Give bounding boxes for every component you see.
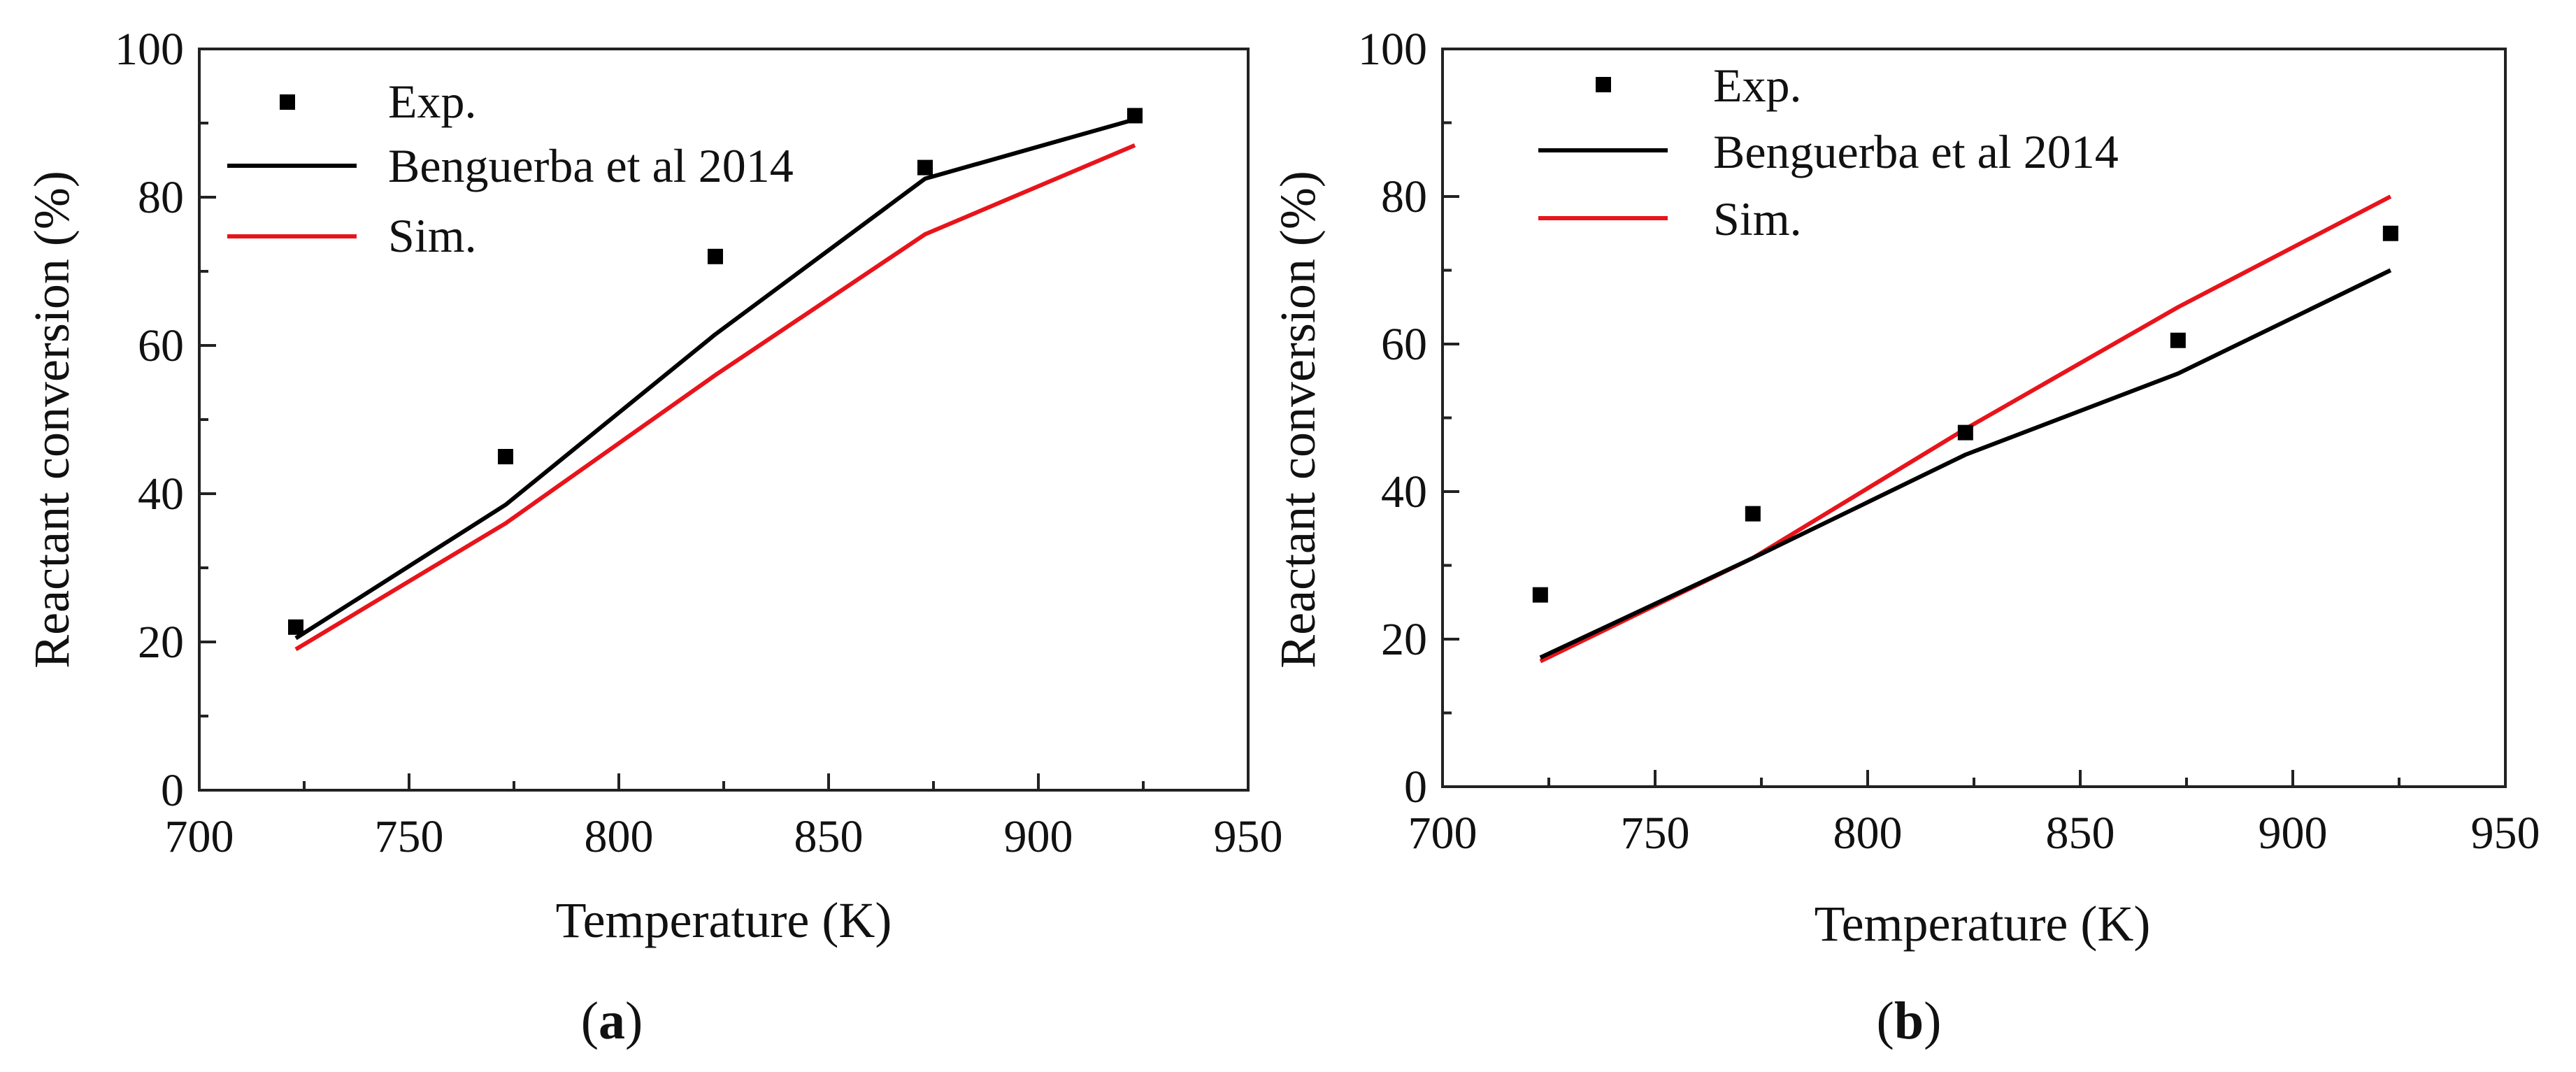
y-tick-label: 100	[115, 24, 184, 75]
data-point-exp	[498, 449, 513, 464]
legend-label-sim: Sim.	[388, 209, 477, 262]
panel-b-series	[1532, 194, 2398, 664]
panel-a-chart: 700 750 800 850 900 950 0 20 40 60 80 100 Exp. Ben…	[24, 24, 1283, 1050]
x-tick-label: 900	[1004, 811, 1073, 862]
series-line-benguerba	[1539, 268, 2392, 660]
x-tick-label: 950	[1214, 811, 1283, 862]
y-tick-label: 60	[1381, 319, 1427, 370]
data-point-exp	[1957, 424, 1973, 441]
y-tick-label: 40	[1381, 466, 1427, 517]
panel-b-x-axis-title: Temperature (K)	[1815, 896, 2151, 952]
x-tick-label: 750	[1621, 808, 1690, 859]
legend-label-benguerba: Benguerba et al 2014	[1713, 125, 2119, 178]
x-tick-label: 900	[2259, 808, 2328, 859]
panel-b-legend: Exp. Benguerba et al 2014 Sim.	[1538, 59, 2119, 245]
panel-a-y-axis-title: Reactant conversion (%)	[24, 171, 80, 669]
panel-b-y-ticks: 0 20 40 60 80 100	[1358, 24, 1459, 813]
panel-a-legend: Exp. Benguerba et al 2014 Sim.	[227, 75, 794, 262]
legend-label-exp: Exp.	[388, 75, 477, 128]
x-tick-label: 800	[1833, 808, 1903, 859]
y-tick-label: 0	[1404, 762, 1427, 813]
legend-marker-exp	[280, 94, 295, 110]
y-tick-label: 100	[1358, 24, 1427, 75]
panel-b-x-ticks: 700 750 800 850 900 950	[1408, 770, 2540, 859]
x-tick-label: 750	[375, 811, 444, 862]
y-tick-label: 0	[161, 765, 184, 816]
x-tick-label: 850	[794, 811, 864, 862]
panel-b-label-letter: b	[1894, 992, 1924, 1050]
y-tick-label: 40	[138, 469, 184, 520]
y-tick-label: 80	[138, 172, 184, 223]
y-tick-label: 60	[138, 320, 184, 371]
series-line-benguerba	[294, 117, 1136, 641]
panel-a-label-letter: a	[599, 992, 625, 1050]
data-point-exp	[1532, 587, 1548, 603]
x-tick-label: 800	[585, 811, 654, 862]
panel-a-x-axis-title: Temperature (K)	[556, 892, 892, 948]
y-tick-label: 80	[1381, 171, 1427, 222]
panel-b-chart: 700 750 800 850 900 950 0 20 40 60 80 100 Exp. Ben…	[1270, 24, 2540, 1050]
x-tick-label: 950	[2471, 808, 2540, 859]
panel-a-y-ticks: 0 20 40 60 80 100	[115, 24, 216, 816]
panel-a-x-ticks: 700 750 800 850 900 950	[165, 773, 1283, 862]
y-tick-label: 20	[1381, 614, 1427, 665]
panel-a-label: (a)	[581, 992, 643, 1050]
data-point-exp	[2382, 225, 2398, 241]
legend-label-benguerba: Benguerba et al 2014	[388, 139, 794, 192]
panel-b-y-axis-title: Reactant conversion (%)	[1270, 171, 1326, 669]
data-point-exp	[917, 159, 933, 176]
panel-b-label: (b)	[1877, 992, 1942, 1050]
x-tick-label: 700	[165, 811, 234, 862]
legend-label-sim: Sim.	[1713, 192, 1802, 245]
data-point-exp	[1745, 506, 1761, 522]
data-point-exp	[2170, 332, 2186, 348]
x-tick-label: 700	[1408, 808, 1477, 859]
x-tick-label: 850	[2046, 808, 2115, 859]
data-point-exp	[708, 248, 723, 264]
data-point-exp	[288, 619, 303, 635]
panel-a-series	[288, 108, 1143, 652]
data-point-exp	[1127, 108, 1143, 124]
legend-label-exp: Exp.	[1713, 59, 1802, 112]
legend-marker-exp	[1596, 77, 1611, 92]
series-line-sim	[294, 143, 1136, 652]
y-tick-label: 20	[138, 617, 184, 668]
